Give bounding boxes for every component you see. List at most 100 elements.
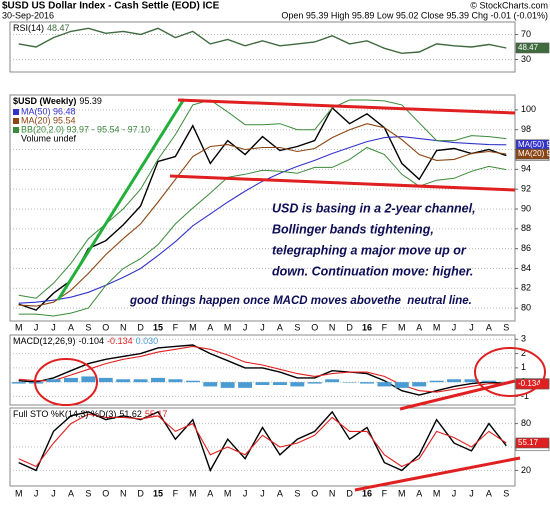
- macd-note: good things happen once MACD moves above…: [129, 295, 472, 307]
- x-tick-label: S: [503, 322, 509, 332]
- histogram-bar: [290, 382, 305, 387]
- legend-entry: 95.39: [79, 96, 102, 106]
- y-tick-label: 84: [521, 263, 531, 273]
- histogram-bar: [394, 382, 409, 388]
- legend: Full STO %K(14,3) %D(3) 51.62 55.17: [13, 409, 167, 419]
- x-tick-label: M: [224, 322, 232, 332]
- copyright: © StockCharts.com: [470, 0, 548, 10]
- bollinger-upper: [18, 99, 507, 299]
- channel-note: USD is basing in a 2-year channel,: [272, 201, 476, 215]
- y-tick-label: 100: [521, 104, 536, 114]
- x-tick-label: J: [243, 488, 248, 498]
- x-tick-label: 16: [362, 488, 372, 498]
- x-tick-label: N: [120, 488, 127, 498]
- histogram-bar: [429, 380, 444, 383]
- x-tick-label: A: [416, 322, 422, 332]
- histogram-bar: [133, 379, 148, 383]
- macd-circle-left: [34, 358, 98, 406]
- y-tick-label: 82: [521, 283, 531, 293]
- x-tick-label: M: [15, 322, 23, 332]
- series-line: [18, 27, 507, 55]
- x-tick-label: A: [207, 322, 213, 332]
- y-tick-label: 20: [521, 465, 531, 475]
- histogram-bar: [203, 382, 218, 387]
- x-tick-label: S: [85, 488, 91, 498]
- histogram-bar: [29, 382, 44, 384]
- legend-title: $USD (Weekly): [13, 96, 76, 106]
- x-tick-label: J: [469, 488, 474, 498]
- legend-swatch: [13, 109, 19, 115]
- legend-entry: 48.47: [47, 23, 70, 33]
- channel-note: down. Continuation move: higher.: [272, 264, 473, 278]
- x-tick-label: S: [294, 322, 300, 332]
- x-tick-label: J: [452, 322, 457, 332]
- x-tick-label: D: [346, 488, 353, 498]
- y-tick-label: 92: [521, 184, 531, 194]
- x-tick-label: 15: [153, 322, 163, 332]
- histogram-bar: [342, 382, 357, 383]
- value-box-label: 48.47: [518, 43, 539, 52]
- histogram-bar: [360, 382, 374, 384]
- histogram-bar: [238, 382, 253, 388]
- x-tick-label: N: [329, 488, 336, 498]
- x-tick-label: A: [486, 322, 492, 332]
- annotation-shapes: [34, 98, 546, 492]
- panel-frame: [9, 21, 516, 73]
- x-tick-label: A: [277, 322, 283, 332]
- x-tick-label: J: [260, 322, 265, 332]
- y-tick-label: 80: [521, 302, 531, 312]
- macd-trend-line: [399, 379, 516, 411]
- histogram-bar: [464, 379, 479, 383]
- value-box-label: MA(50) 96.48: [518, 140, 550, 149]
- x-tick-label: J: [243, 322, 248, 332]
- x-tick-label: M: [433, 322, 441, 332]
- y-tick-label: 1: [521, 362, 526, 372]
- series-line: [18, 123, 507, 307]
- x-tick-label: J: [34, 322, 39, 332]
- histogram-bar: [81, 376, 96, 383]
- x-tick-label: 16: [362, 322, 372, 332]
- value-box: [515, 437, 550, 449]
- x-tick-label: A: [486, 488, 492, 498]
- histogram-bar: [185, 380, 200, 383]
- y-tick-label: 2: [521, 348, 526, 358]
- histogram-bar: [63, 377, 78, 383]
- y-tick-label: 3: [521, 334, 526, 344]
- x-tick-label: S: [294, 488, 300, 498]
- y-tick-label: 30: [521, 54, 531, 64]
- series-line: [18, 410, 507, 473]
- x-tick-label: A: [68, 488, 74, 498]
- histogram-bar: [220, 382, 235, 388]
- x-tick-label: O: [102, 488, 109, 498]
- histogram-bar: [116, 379, 131, 383]
- legend-entry: MA(20) 95.54: [21, 115, 76, 125]
- y-tick-label: 88: [521, 223, 531, 233]
- legend-entry: -0.134: [107, 336, 133, 346]
- series-line: [18, 344, 507, 396]
- legend-title: Full STO %K(14,3) %D(3): [13, 409, 116, 419]
- x-tick-label: A: [416, 488, 422, 498]
- y-tick-label: -1: [521, 391, 529, 401]
- y-tick-label: 86: [521, 243, 531, 253]
- legend-entry: BB(20,2.0) 93.97 - 95.54 - 97.10: [21, 124, 150, 134]
- legend-entry: MA(50) 96.48: [21, 106, 76, 116]
- histogram-bar: [307, 382, 322, 384]
- legend-title: RSI(14): [13, 23, 44, 33]
- macd-circle-right: [474, 347, 546, 397]
- legend-entry: 51.62: [119, 409, 142, 419]
- y-tick-label: 80: [521, 418, 531, 428]
- value-box-label: 55.17: [518, 438, 539, 447]
- x-tick-label: F: [382, 322, 388, 332]
- y-tick-label: 98: [521, 124, 531, 134]
- value-box: [515, 378, 550, 390]
- x-tick-label: J: [51, 322, 56, 332]
- histogram-bar: [412, 382, 427, 387]
- channel-bottom-line: [169, 174, 516, 192]
- y-tick-label: 90: [521, 203, 531, 213]
- x-tick-label: M: [433, 488, 441, 498]
- channel-top-line: [177, 98, 516, 115]
- legend-swatch: [13, 118, 19, 124]
- value-box-label: MA(20) 95.54: [518, 149, 550, 158]
- x-tick-label: M: [224, 488, 232, 498]
